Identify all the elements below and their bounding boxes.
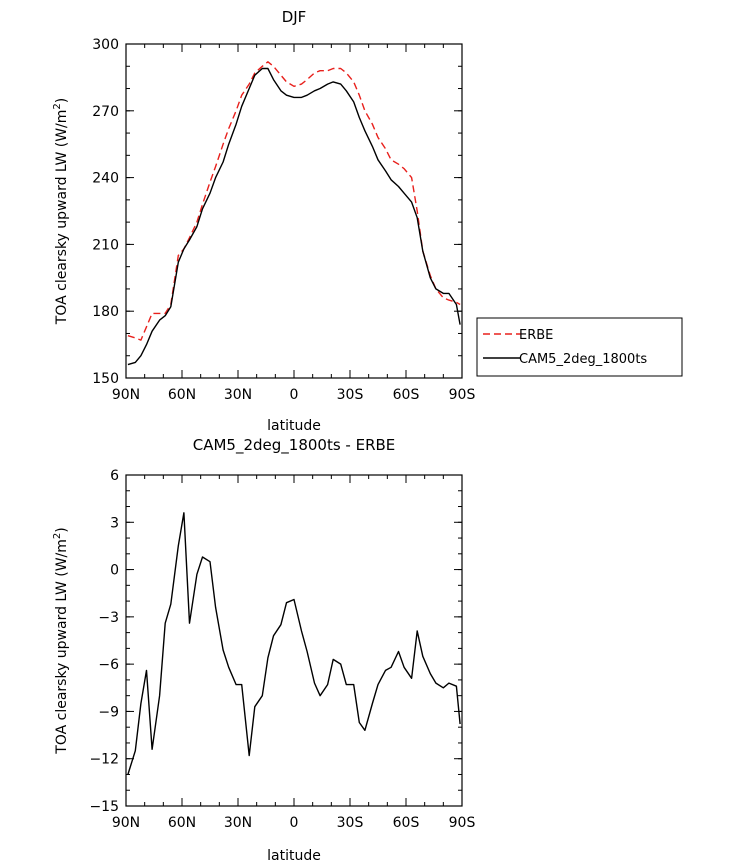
legend-box bbox=[476, 317, 683, 377]
x-tick-label: 30N bbox=[224, 387, 252, 403]
y-tick-label: −12 bbox=[89, 752, 119, 768]
x-tick-label: 0 bbox=[290, 815, 299, 831]
y-axis-label: TOA clearsky upward LW (W/m2) bbox=[52, 527, 70, 754]
y-tick-label: 0 bbox=[110, 563, 119, 579]
y-axis-label-superscript: 2 bbox=[52, 103, 63, 109]
y-tick-label: −9 bbox=[98, 704, 119, 720]
plot-frame bbox=[125, 43, 463, 379]
x-tick-label: 0 bbox=[290, 387, 299, 403]
y-tick-label: 300 bbox=[92, 37, 119, 53]
y-axis-label-main: TOA clearsky upward LW (W/m bbox=[54, 539, 70, 755]
y-tick-label: −3 bbox=[98, 610, 119, 626]
x-tick-label: 30S bbox=[337, 815, 364, 831]
y-tick-label: 240 bbox=[92, 171, 119, 187]
y-axis-label-end: ) bbox=[54, 98, 70, 103]
series-line-erbe bbox=[127, 61, 461, 341]
x-tick-label: 90S bbox=[449, 387, 476, 403]
y-axis-label-main: TOA clearsky upward LW (W/m bbox=[54, 110, 70, 326]
series-line-cam5-2deg-1800ts bbox=[127, 67, 461, 366]
legend-entry: ERBE bbox=[519, 328, 553, 343]
x-tick-label: 60N bbox=[168, 815, 196, 831]
x-tick-label: 90N bbox=[112, 387, 140, 403]
x-tick-label: 90S bbox=[449, 815, 476, 831]
y-tick-label: 210 bbox=[92, 237, 119, 253]
y-tick-label: 180 bbox=[92, 304, 119, 320]
x-tick-label: 60N bbox=[168, 387, 196, 403]
y-tick-label: −15 bbox=[89, 799, 119, 815]
legend: ERBE CAM5_2deg_1800ts bbox=[476, 317, 683, 377]
series-line-difference bbox=[127, 512, 461, 775]
y-tick-label: 270 bbox=[92, 104, 119, 120]
x-tick-label: 90N bbox=[112, 815, 140, 831]
y-axis-label-superscript: 2 bbox=[52, 533, 63, 539]
top-panel-djf: 90N 60N 30N 0 30S 60S 90S 150 180 210 240 270 300 DJF… bbox=[52, 8, 475, 434]
y-tick-label: 6 bbox=[110, 468, 119, 484]
y-tick-label: −6 bbox=[98, 657, 119, 673]
legend-entry: CAM5_2deg_1800ts bbox=[519, 352, 647, 367]
x-tick-label: 60S bbox=[393, 815, 420, 831]
y-tick-label: 150 bbox=[92, 371, 119, 387]
y-axis-label-end: ) bbox=[54, 527, 70, 532]
x-axis-label: latitude bbox=[267, 848, 321, 864]
x-axis-label: latitude bbox=[267, 418, 321, 434]
plot-frame bbox=[125, 474, 463, 807]
panel-title: CAM5_2deg_1800ts - ERBE bbox=[193, 436, 396, 455]
x-tick-label: 30S bbox=[337, 387, 364, 403]
bottom-panel-difference: 90N 60N 30N 0 30S 60S 90S −15 −12 −9 −6 −3 0 3 6 CAM5_2… bbox=[52, 436, 475, 864]
y-tick-label: 3 bbox=[110, 515, 119, 531]
y-axis-label: TOA clearsky upward LW (W/m2) bbox=[52, 98, 70, 325]
x-tick-label: 30N bbox=[224, 815, 252, 831]
panel-title: DJF bbox=[282, 8, 307, 26]
x-tick-label: 60S bbox=[393, 387, 420, 403]
